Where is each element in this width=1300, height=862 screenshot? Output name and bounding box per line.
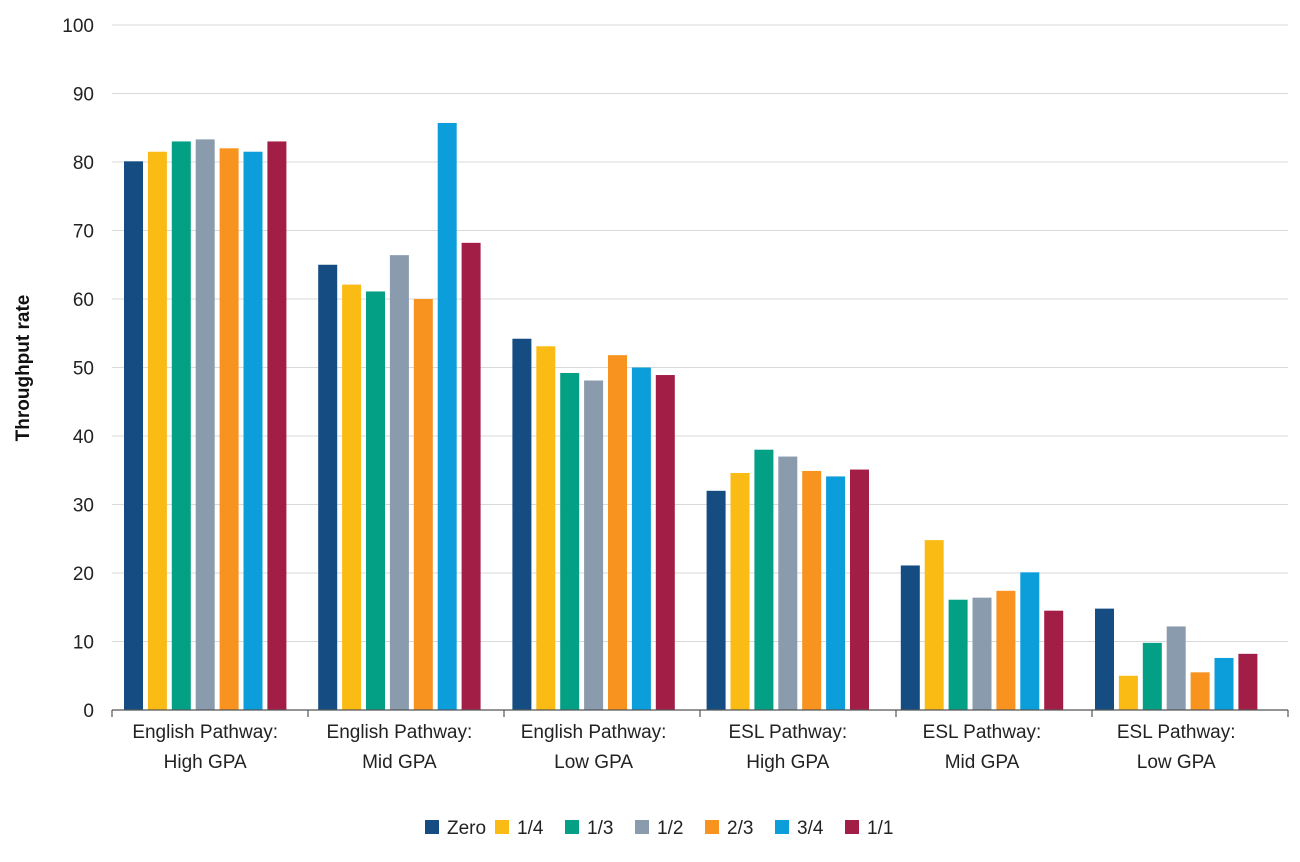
bar-4-zero: ESL Pathway: High GPA — Zero: 32: [706, 490, 726, 710]
y-tick-label-100: 100: [62, 16, 94, 37]
bar-1-2-3: English Pathway: High GPA — 2/3: 82: [219, 148, 239, 711]
x-category-label-5-line-1: ESL Pathway:: [923, 722, 1042, 743]
bar-6-3-4: ESL Pathway: Low GPA — 3/4: 7.6: [1214, 657, 1234, 710]
bar-6-2-3: ESL Pathway: Low GPA — 2/3: 5.5: [1190, 672, 1210, 710]
bar-6-1-1: ESL Pathway: Low GPA — 1/1: 8.2: [1238, 653, 1258, 710]
x-category-label-3-line-2: Low GPA: [554, 752, 633, 773]
y-tick-label-50: 50: [73, 359, 94, 380]
bar-1-1-1: English Pathway: High GPA — 1/1: 83: [267, 141, 287, 710]
legend-label-1-2: 1/2: [657, 818, 683, 839]
legend-label-2-3: 2/3: [727, 818, 753, 839]
legend-label-1-1: 1/1: [867, 818, 893, 839]
x-category-label-4-line-1: ESL Pathway:: [728, 722, 847, 743]
bar-3-1-3: English Pathway: Low GPA — 1/3: 49.2: [560, 372, 580, 710]
bar-2-2-3: English Pathway: Mid GPA — 2/3: 60: [413, 299, 433, 710]
x-category-label-1-line-1: English Pathway:: [132, 722, 278, 743]
bar-5-3-4: ESL Pathway: Mid GPA — 3/4: 20.1: [1020, 572, 1040, 710]
y-tick-label-80: 80: [73, 153, 94, 174]
bar-3-3-4: English Pathway: Low GPA — 3/4: 50: [631, 367, 651, 710]
x-category-labels: English Pathway: High GPA English Pathway:…: [132, 722, 1235, 773]
bar-2-1-1: English Pathway: Mid GPA — 1/1: 68.2: [461, 242, 481, 710]
bar-2-zero: English Pathway: Mid GPA — Zero: 65: [318, 264, 338, 710]
bar-4-1-3: ESL Pathway: High GPA — 1/3: 38: [754, 449, 774, 710]
legend-swatch-2-3: [705, 820, 719, 834]
x-category-label-1-line-2: High GPA: [164, 752, 247, 773]
bar-3-2-3: English Pathway: Low GPA — 2/3: 51.8: [608, 355, 627, 710]
legend: Zero 1/4 1/3 1/2 2/3 3/4 1/1: [425, 818, 893, 839]
bar-4-3-4: ESL Pathway: High GPA — 3/4: 34.1: [826, 476, 846, 710]
legend-swatch-1-4: [495, 820, 509, 834]
gridlines: [112, 24, 1288, 642]
bar-5-1-2: ESL Pathway: Mid GPA — 1/2: 16.4: [972, 597, 992, 710]
legend-swatch-1-1: [845, 820, 859, 834]
bars: English Pathway: High GPA — Zero: 80.1En…: [124, 122, 1258, 711]
y-axis-title: Throughput rate: [13, 295, 34, 442]
bar-4-2-3: ESL Pathway: High GPA — 2/3: 34.9: [802, 470, 822, 710]
y-tick-label-70: 70: [73, 222, 94, 243]
x-category-label-6-line-1: ESL Pathway:: [1117, 722, 1236, 743]
bar-1-1-3: English Pathway: High GPA — 1/3: 83: [171, 141, 191, 710]
legend-swatch-1-2: [635, 820, 649, 834]
bar-2-1-3: English Pathway: Mid GPA — 1/3: 61.1: [366, 291, 385, 710]
x-category-label-4-line-2: High GPA: [746, 752, 829, 773]
bar-5-1-1: ESL Pathway: Mid GPA — 1/1: 14.5: [1044, 610, 1064, 710]
y-tick-label-20: 20: [73, 564, 94, 585]
bar-3-1-4: English Pathway: Low GPA — 1/4: 53.1: [536, 346, 556, 710]
legend-label-3-4: 3/4: [797, 818, 824, 839]
bar-3-1-1: English Pathway: Low GPA — 1/1: 48.9: [655, 375, 675, 710]
bar-3-zero: English Pathway: Low GPA — Zero: 54.2: [512, 338, 532, 710]
bar-5-1-3: ESL Pathway: Mid GPA — 1/3: 16.1: [948, 599, 968, 710]
bar-2-1-2: English Pathway: Mid GPA — 1/2: 66.4: [389, 255, 409, 710]
legend-label-1-3: 1/3: [587, 818, 613, 839]
axes: [111, 709, 1289, 717]
bar-5-1-4: ESL Pathway: Mid GPA — 1/4: 24.8: [924, 540, 944, 710]
bar-4-1-4: ESL Pathway: High GPA — 1/4: 34.6: [730, 472, 750, 710]
y-tick-label-60: 60: [73, 290, 94, 311]
bar-6-zero: ESL Pathway: Low GPA — Zero: 14.8: [1095, 608, 1114, 710]
bar-1-1-4: English Pathway: High GPA — 1/4: 81.5: [147, 151, 167, 711]
bar-6-1-3: ESL Pathway: Low GPA — 1/3: 9.8: [1142, 642, 1162, 710]
bar-6-1-2: ESL Pathway: Low GPA — 1/2: 12.2: [1166, 626, 1186, 710]
x-category-label-2-line-2: Mid GPA: [362, 752, 437, 773]
y-tick-label-90: 90: [73, 85, 94, 106]
bar-5-2-3: ESL Pathway: Mid GPA — 2/3: 17.4: [996, 590, 1016, 710]
y-tick-label-30: 30: [73, 496, 94, 517]
bar-2-3-4: English Pathway: Mid GPA — 3/4: 85.7: [437, 122, 457, 710]
bar-3-1-2: English Pathway: Low GPA — 1/2: 48.1: [584, 380, 604, 710]
bar-1-1-2: English Pathway: High GPA — 1/2: 83.3: [195, 139, 215, 710]
bar-4-1-1: ESL Pathway: High GPA — 1/1: 35.1: [850, 469, 869, 710]
x-category-label-6-line-2: Low GPA: [1137, 752, 1216, 773]
y-tick-label-40: 40: [73, 427, 94, 448]
bar-2-1-4: English Pathway: Mid GPA — 1/4: 62.1: [342, 284, 362, 710]
x-category-label-5-line-2: Mid GPA: [945, 752, 1020, 773]
y-tick-labels: 0 10 20 30 40 50 60 70 80 90 100: [62, 16, 94, 722]
bar-4-1-2: ESL Pathway: High GPA — 1/2: 37: [778, 456, 798, 710]
legend-swatch-3-4: [775, 820, 789, 834]
y-tick-label-10: 10: [73, 633, 94, 654]
x-category-label-2-line-1: English Pathway:: [327, 722, 473, 743]
bar-5-zero: ESL Pathway: Mid GPA — Zero: 21.1: [900, 565, 920, 710]
legend-swatch-1-3: [565, 820, 579, 834]
legend-swatch-zero: [425, 820, 439, 834]
legend-label-zero: Zero: [447, 818, 486, 839]
bar-1-zero: English Pathway: High GPA — Zero: 80.1: [124, 161, 143, 710]
y-tick-label-0: 0: [83, 701, 94, 722]
bar-6-1-4: ESL Pathway: Low GPA — 1/4: 5: [1118, 675, 1138, 710]
x-category-label-3-line-1: English Pathway:: [521, 722, 667, 743]
bar-1-3-4: English Pathway: High GPA — 3/4: 81.5: [243, 151, 263, 711]
legend-label-1-4: 1/4: [517, 818, 544, 839]
